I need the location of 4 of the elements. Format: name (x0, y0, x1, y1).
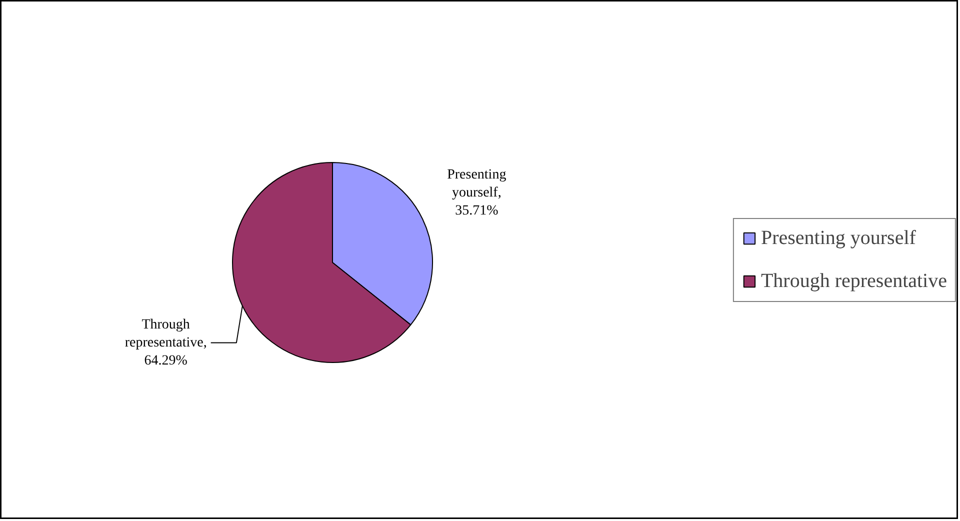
data-label: Through representative, 64.29% (124, 317, 207, 368)
legend-label: Through representative (760, 270, 947, 292)
legend-label: Presenting yourself (760, 226, 916, 250)
data-label: Presenting yourself, 35.71% (447, 168, 506, 219)
